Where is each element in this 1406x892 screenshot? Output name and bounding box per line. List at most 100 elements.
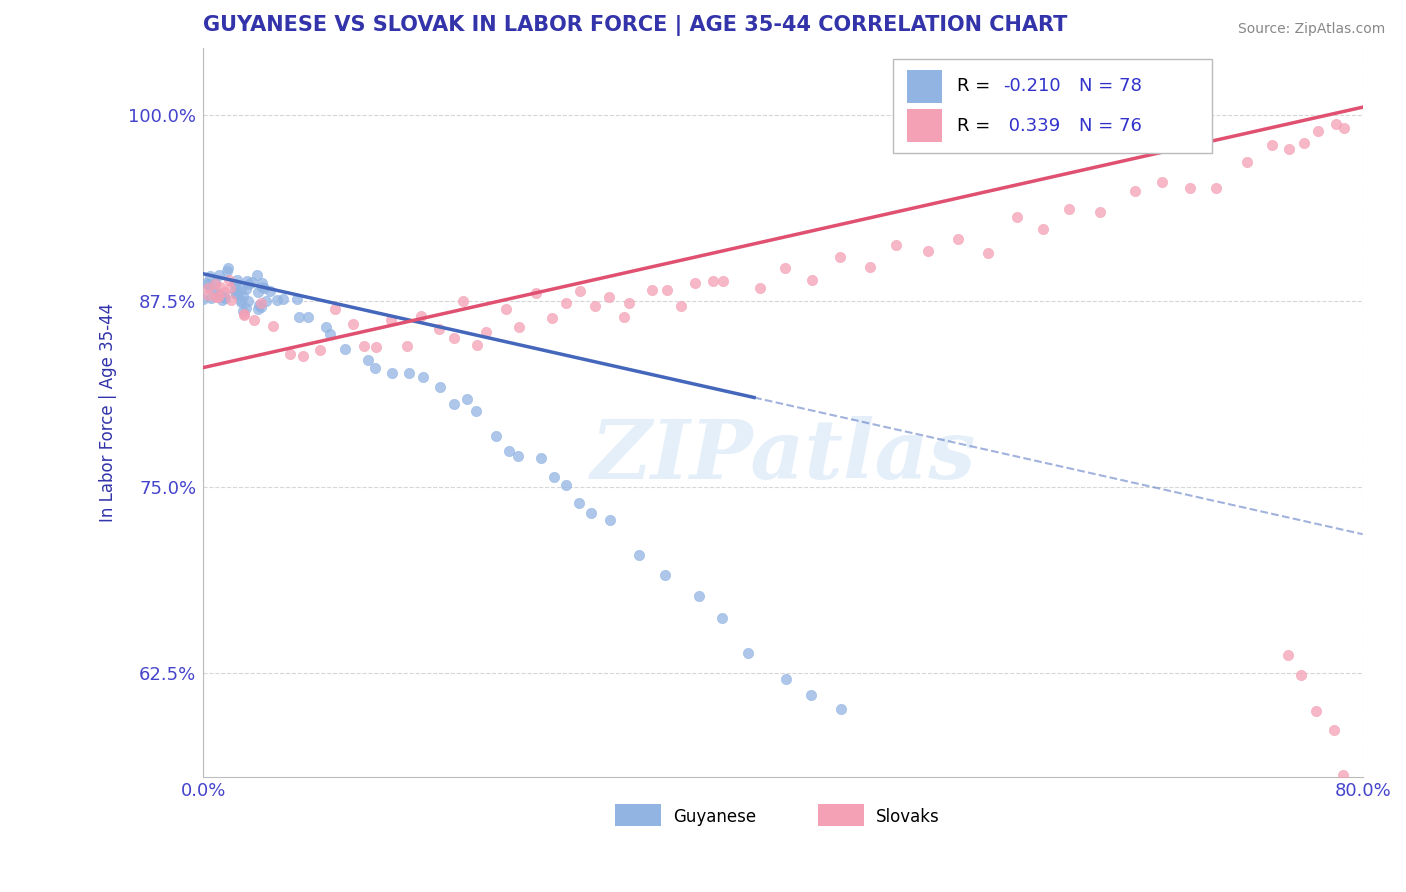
Point xyxy=(353,339,375,353)
Point xyxy=(1205,181,1227,195)
Point xyxy=(917,244,939,259)
Point xyxy=(711,274,734,288)
Point xyxy=(1261,138,1284,153)
Point xyxy=(443,330,465,344)
Point xyxy=(247,301,270,316)
Text: N = 78: N = 78 xyxy=(1078,78,1142,95)
Point xyxy=(429,380,451,394)
Text: R =: R = xyxy=(957,117,995,135)
Point xyxy=(598,290,620,304)
Point xyxy=(211,289,233,303)
Point xyxy=(475,325,498,339)
Point xyxy=(685,277,707,291)
Point xyxy=(579,506,602,520)
Point xyxy=(800,688,823,702)
Point xyxy=(204,277,226,291)
Point xyxy=(1057,202,1080,217)
Point xyxy=(1326,117,1348,131)
Point xyxy=(398,366,420,380)
Point xyxy=(364,361,387,376)
Point xyxy=(1306,124,1329,138)
Point xyxy=(617,296,640,310)
Text: R =: R = xyxy=(957,78,995,95)
FancyBboxPatch shape xyxy=(614,805,661,826)
Point xyxy=(200,291,222,305)
Point xyxy=(245,268,267,282)
FancyBboxPatch shape xyxy=(907,70,942,103)
Point xyxy=(262,318,284,333)
Point xyxy=(240,276,263,290)
Point xyxy=(702,274,724,288)
Point xyxy=(1088,205,1111,219)
Point xyxy=(224,277,246,291)
Point xyxy=(319,327,342,342)
Point xyxy=(266,293,288,307)
Point xyxy=(495,301,517,316)
FancyBboxPatch shape xyxy=(907,110,942,142)
Point xyxy=(214,291,236,305)
Point xyxy=(801,273,824,287)
Point xyxy=(211,293,233,307)
Point xyxy=(498,444,520,458)
Point xyxy=(197,281,219,295)
Point xyxy=(1125,185,1147,199)
Point xyxy=(569,284,592,298)
Point xyxy=(205,286,228,301)
Point xyxy=(641,283,664,297)
Point xyxy=(226,283,249,297)
Point xyxy=(830,250,852,264)
Text: Guyanese: Guyanese xyxy=(673,808,756,826)
Point xyxy=(235,282,257,296)
Point xyxy=(451,293,474,308)
Point xyxy=(508,449,530,463)
Point xyxy=(775,672,797,686)
Point xyxy=(395,339,418,353)
Point xyxy=(613,310,636,324)
Point xyxy=(254,294,277,309)
Point xyxy=(1236,154,1258,169)
Point xyxy=(688,589,710,603)
Point xyxy=(669,299,692,313)
Point xyxy=(209,280,232,294)
Point xyxy=(308,343,330,357)
Text: -0.210: -0.210 xyxy=(1004,78,1062,95)
Point xyxy=(1292,136,1315,151)
Point xyxy=(226,273,249,287)
Point xyxy=(456,392,478,406)
Point xyxy=(381,366,404,380)
Point xyxy=(429,322,451,336)
Point xyxy=(710,611,733,625)
Point xyxy=(315,319,337,334)
Point xyxy=(946,232,969,246)
Point xyxy=(830,701,852,715)
Point xyxy=(749,281,772,295)
Point xyxy=(859,260,882,275)
Point xyxy=(1337,787,1360,801)
Point xyxy=(250,276,273,290)
Point xyxy=(409,309,432,323)
Point xyxy=(1152,175,1174,189)
Point xyxy=(212,285,235,299)
Point xyxy=(249,296,271,310)
Point xyxy=(259,285,281,299)
Point xyxy=(225,287,247,301)
Point xyxy=(229,294,252,309)
Point xyxy=(412,369,434,384)
Point xyxy=(543,469,565,483)
Point xyxy=(554,478,576,492)
Point xyxy=(884,237,907,252)
Text: Slovaks: Slovaks xyxy=(876,808,939,826)
Point xyxy=(773,261,796,276)
Point xyxy=(737,646,759,660)
Point xyxy=(278,347,301,361)
Point xyxy=(232,308,254,322)
Point xyxy=(221,293,243,307)
Point xyxy=(364,340,387,354)
Point xyxy=(465,404,488,418)
Point xyxy=(204,277,226,292)
Point xyxy=(524,286,547,301)
Point xyxy=(583,300,606,314)
Point xyxy=(1289,668,1312,682)
Point xyxy=(197,277,219,291)
Point xyxy=(207,287,229,301)
